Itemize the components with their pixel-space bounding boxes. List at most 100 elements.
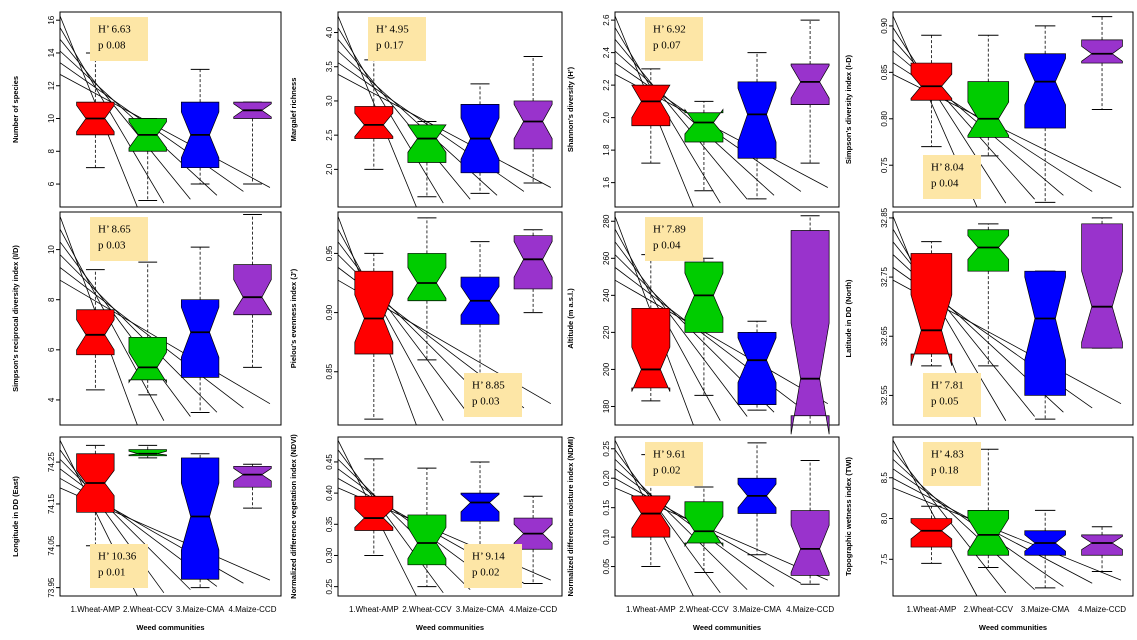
- y-axis-label: Normalized difference moisture index (ND…: [566, 436, 575, 597]
- decor-line: [614, 241, 748, 417]
- y-tick-label: 74.25: [47, 452, 56, 473]
- y-tick-label: 0.45: [325, 454, 334, 470]
- annotation-text: H’ 6.92: [653, 24, 686, 36]
- y-tick-label: 0.25: [602, 440, 611, 456]
- box: [180, 299, 220, 378]
- box: [354, 495, 394, 531]
- plot-frame: [614, 436, 840, 597]
- y-tick-label: 0.40: [325, 485, 334, 501]
- y-tick-label: 0.10: [602, 529, 611, 545]
- x-tick-label: 4.Maize-CCD: [228, 605, 276, 614]
- box: [631, 84, 671, 127]
- decor-line: [614, 458, 748, 590]
- y-axis-label: Altitude (m a.s.l.): [566, 288, 575, 349]
- box: [1081, 39, 1123, 64]
- y-axis-label: Topographic wetness index (TWI): [844, 456, 853, 576]
- y-tick-label: 0.90: [325, 304, 334, 320]
- box: [684, 108, 724, 143]
- y-tick-label: 0.30: [325, 547, 334, 563]
- y-tick-label: 240: [602, 288, 611, 302]
- box: [513, 235, 553, 290]
- y-tick-label: 1.6: [602, 177, 611, 189]
- decor-line: [892, 27, 1007, 204]
- y-tick-label: 7.5: [880, 553, 889, 565]
- x-tick-label: 1.Wheat-AMP: [626, 605, 676, 614]
- y-tick-label: 6: [47, 181, 56, 186]
- decor-line: [337, 449, 444, 594]
- x-axis-label: Weed communities: [693, 623, 761, 632]
- y-tick-label: 4.0: [325, 26, 334, 38]
- annotation-box: [90, 544, 148, 588]
- annotation-text: p 0.03: [98, 240, 126, 252]
- decor-line: [59, 254, 218, 413]
- y-tick-label: 4: [47, 397, 56, 402]
- decor-line: [59, 228, 165, 421]
- box: [354, 270, 394, 355]
- x-tick-label: 2.Wheat-CCV: [964, 605, 1014, 614]
- y-tick-label: 0.95: [325, 245, 334, 261]
- plot-frame: [614, 211, 840, 426]
- y-axis-label: Pielou's evenness index (J'): [289, 268, 298, 368]
- annotation-text: p 0.01: [98, 567, 126, 579]
- decor-line: [892, 487, 1122, 581]
- y-tick-label: 0.85: [880, 64, 889, 80]
- y-tick-label: 74.05: [47, 535, 56, 556]
- decor-line: [59, 39, 191, 200]
- x-tick-label: 1.Wheat-AMP: [907, 605, 957, 614]
- annotation-text: p 0.04: [653, 240, 681, 252]
- y-tick-label: 6: [47, 347, 56, 352]
- box: [128, 336, 167, 384]
- box: [910, 518, 953, 548]
- box: [76, 309, 115, 356]
- y-tick-label: 0.85: [325, 363, 334, 379]
- y-tick-label: 32.55: [880, 385, 889, 406]
- x-tick-label: 1.Wheat-AMP: [349, 605, 399, 614]
- box: [684, 261, 724, 333]
- x-tick-label: 2.Wheat-CCV: [402, 605, 452, 614]
- y-tick-label: 12: [47, 81, 56, 90]
- box: [684, 501, 724, 548]
- y-tick-label: 3.0: [325, 95, 334, 107]
- box: [631, 495, 671, 538]
- y-tick-label: 2.2: [602, 79, 611, 91]
- box: [407, 514, 447, 566]
- annotation-box: [923, 442, 981, 486]
- plot-frame: [337, 11, 563, 208]
- annotation-text: H’ 4.83: [931, 449, 964, 461]
- annotation-text: p 0.02: [653, 465, 681, 477]
- annotation-box: [923, 155, 981, 199]
- box: [967, 81, 1010, 138]
- annotation-text: p 0.07: [653, 40, 681, 52]
- box: [233, 264, 272, 316]
- box: [790, 510, 830, 576]
- y-tick-label: 14: [47, 48, 56, 57]
- x-tick-label: 4.Maize-CCD: [1078, 605, 1126, 614]
- x-tick-label: 4.Maize-CCD: [509, 605, 557, 614]
- x-axis-label: Weed communities: [416, 623, 484, 632]
- y-tick-label: 32.65: [880, 326, 889, 347]
- box: [790, 230, 830, 435]
- x-axis-label: Weed communities: [979, 623, 1047, 632]
- annotation-text: p 0.05: [931, 396, 959, 408]
- decor-line: [892, 439, 978, 597]
- annotation-text: H’ 7.81: [931, 380, 964, 392]
- y-tick-label: 200: [602, 362, 611, 376]
- box: [910, 253, 953, 366]
- box: [737, 81, 777, 159]
- box: [1081, 534, 1123, 556]
- annotation-text: p 0.02: [472, 567, 500, 579]
- y-axis-label: Number of species: [11, 76, 20, 143]
- y-tick-label: 0.20: [602, 470, 611, 486]
- y-tick-label: 2.0: [325, 163, 334, 175]
- plot-frame: [337, 436, 563, 597]
- x-tick-label: 4.Maize-CCD: [786, 605, 834, 614]
- x-tick-label: 3.Maize-CMA: [176, 605, 225, 614]
- annotation-text: H’ 10.36: [98, 551, 137, 563]
- decor-line: [614, 449, 721, 594]
- annotation-text: p 0.04: [931, 178, 959, 190]
- y-tick-label: 73.95: [47, 577, 56, 598]
- y-tick-label: 32.85: [880, 207, 889, 228]
- decor-line: [59, 74, 271, 188]
- y-axis-label: Latitude in DD (North): [844, 279, 853, 357]
- plot-frame: [892, 11, 1134, 208]
